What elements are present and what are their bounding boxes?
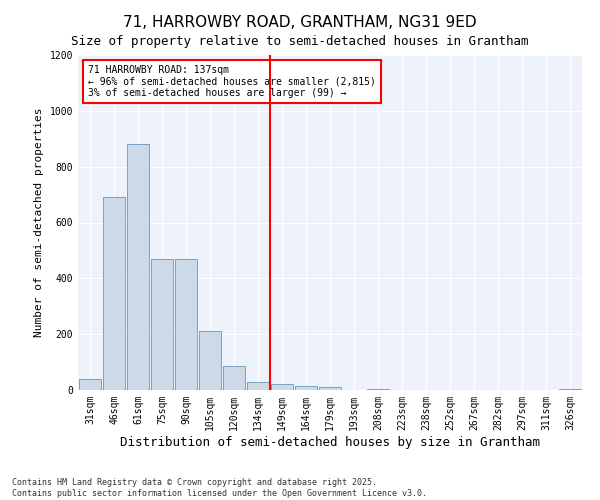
Bar xyxy=(223,366,245,390)
Text: 71 HARROWBY ROAD: 137sqm
← 96% of semi-detached houses are smaller (2,815)
3% of: 71 HARROWBY ROAD: 137sqm ← 96% of semi-d… xyxy=(88,65,376,98)
Bar xyxy=(367,388,389,390)
Bar xyxy=(271,384,293,390)
Bar xyxy=(199,332,221,390)
Bar xyxy=(319,387,341,390)
Bar xyxy=(295,386,317,390)
Bar xyxy=(175,259,197,390)
Y-axis label: Number of semi-detached properties: Number of semi-detached properties xyxy=(34,108,44,337)
Text: Size of property relative to semi-detached houses in Grantham: Size of property relative to semi-detach… xyxy=(71,35,529,48)
Bar xyxy=(79,379,101,390)
Bar xyxy=(247,382,269,390)
Bar xyxy=(559,388,581,390)
Bar xyxy=(127,144,149,390)
X-axis label: Distribution of semi-detached houses by size in Grantham: Distribution of semi-detached houses by … xyxy=(120,436,540,448)
Bar xyxy=(103,198,125,390)
Bar xyxy=(151,259,173,390)
Text: 71, HARROWBY ROAD, GRANTHAM, NG31 9ED: 71, HARROWBY ROAD, GRANTHAM, NG31 9ED xyxy=(123,15,477,30)
Text: Contains HM Land Registry data © Crown copyright and database right 2025.
Contai: Contains HM Land Registry data © Crown c… xyxy=(12,478,427,498)
